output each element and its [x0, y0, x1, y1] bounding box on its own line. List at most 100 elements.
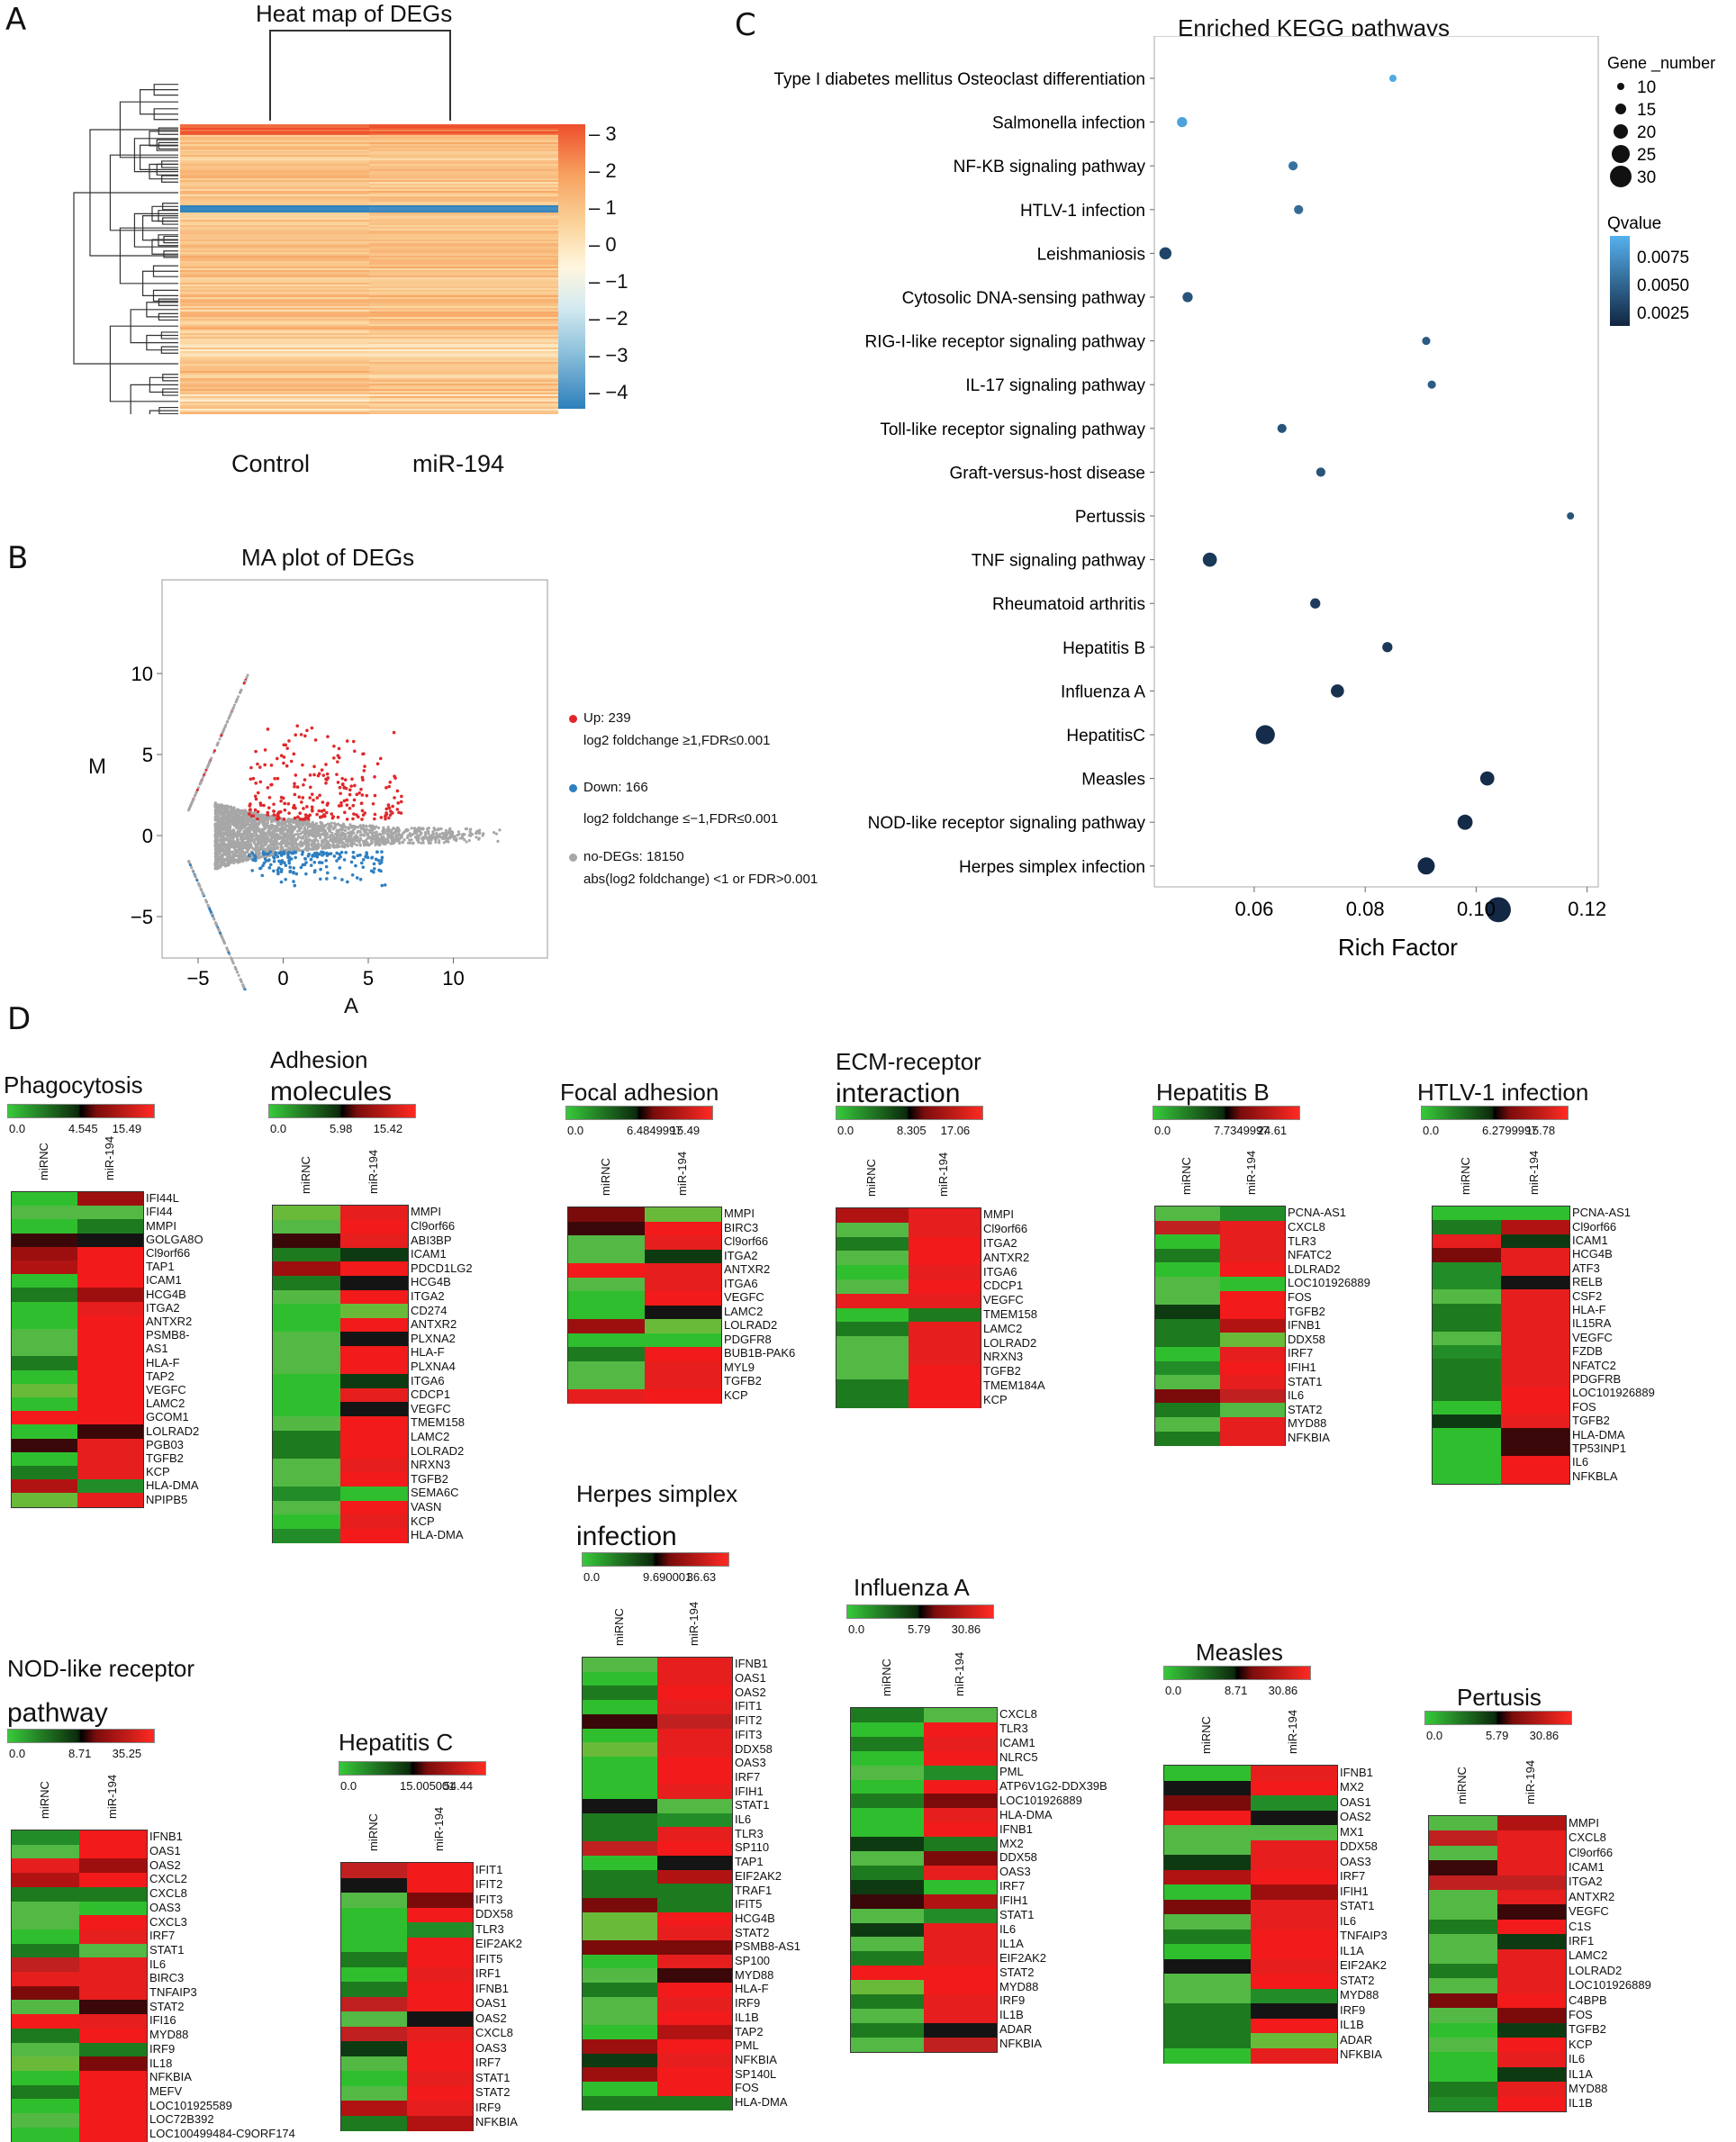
ma-point-nodeg — [222, 828, 225, 831]
cell-mir194 — [340, 1206, 408, 1220]
cell-mirnc — [851, 2009, 924, 2023]
ma-point-nodeg — [256, 836, 258, 839]
cell-mirnc — [1429, 1949, 1497, 1965]
ma-point-up — [361, 809, 365, 813]
ma-point-nodeg — [214, 844, 217, 846]
gene-label: CXCL8 — [475, 2027, 513, 2038]
ma-point-down — [384, 883, 387, 887]
cell-mirnc — [1164, 1914, 1251, 1930]
cell-mir194 — [1501, 1456, 1569, 1470]
gene-label: PDCD1LG2 — [411, 1262, 473, 1274]
ma-point-up — [294, 773, 298, 777]
gene-label: HLA-DMA — [146, 1479, 199, 1491]
column-label-mirnc: miRNC — [1459, 1157, 1472, 1195]
cell-mir194 — [1497, 1860, 1566, 1875]
colorbar-tick-label: – 3 — [585, 122, 617, 146]
ma-point-down — [321, 854, 324, 857]
heatmap-color-scale — [582, 1552, 729, 1567]
ma-point-wing — [238, 974, 240, 977]
cell-mirnc — [851, 1766, 924, 1780]
cell-mirnc — [1433, 1428, 1501, 1442]
ma-point-nodeg — [465, 840, 467, 843]
gene-label: IRF7 — [999, 1880, 1025, 1892]
gene-label: IFNB1 — [149, 1830, 183, 1842]
gene-label: NFATC2 — [1572, 1360, 1616, 1371]
cell-mir194 — [1497, 1846, 1566, 1861]
ma-point-up — [249, 777, 253, 781]
gene-label: VEGFC — [146, 1384, 186, 1396]
cell-mir194 — [340, 1416, 408, 1431]
cell-mir194 — [1251, 1811, 1337, 1826]
gene-label: GOLGA8O — [146, 1234, 203, 1245]
ma-point-down — [284, 878, 287, 881]
cell-mirnc — [1155, 1347, 1220, 1361]
gene-label: SP100 — [735, 1955, 770, 1966]
cell-mir194 — [1497, 1964, 1566, 1979]
x-tick-label: 5 — [363, 967, 374, 990]
cell-mirnc — [836, 1308, 909, 1323]
cell-mirnc — [273, 1472, 340, 1487]
ma-point-nodeg — [337, 829, 339, 832]
ma-point-nodeg — [363, 828, 366, 831]
ma-point-nodeg — [367, 835, 370, 837]
ma-point-down — [285, 863, 288, 867]
scale-max-label: 17.06 — [941, 1124, 971, 1137]
cell-mir194 — [924, 2009, 997, 2023]
ma-point-nodeg — [418, 827, 420, 829]
ma-point-up — [300, 733, 303, 737]
ma-point-nodeg — [310, 848, 312, 851]
ma-point-down — [340, 851, 344, 854]
ma-point-up — [312, 765, 316, 769]
cell-mir194 — [1251, 1766, 1337, 1781]
cell-mirnc — [1433, 1262, 1501, 1277]
cell-mirnc — [1429, 2097, 1497, 2112]
cell-mir194 — [77, 1424, 143, 1439]
cell-mir194 — [657, 1968, 732, 1983]
ma-point-nodeg — [216, 805, 219, 808]
ma-point-nodeg — [409, 841, 411, 844]
ma-point-nodeg — [230, 851, 232, 854]
pathway-label: Influenza A — [1061, 682, 1145, 701]
ma-point-nodeg — [214, 867, 217, 870]
ma-point-wing — [195, 879, 198, 881]
cell-mirnc — [583, 2054, 657, 2068]
ma-point-wing — [207, 906, 210, 908]
cell-mirnc — [1433, 1332, 1501, 1346]
ma-point-up — [337, 816, 340, 819]
x-tick-label: 0.06 — [1235, 898, 1274, 920]
y-tick-label: −5 — [131, 906, 153, 928]
cell-mir194 — [1220, 1347, 1285, 1361]
gene-label: IL6 — [149, 1958, 166, 1970]
cell-mir194 — [657, 2025, 732, 2039]
cell-mirnc — [12, 1902, 79, 1916]
cell-mir194 — [1501, 1220, 1569, 1234]
cell-mirnc — [851, 1780, 924, 1794]
cell-mir194 — [77, 1397, 143, 1412]
ma-point-nodeg — [230, 861, 232, 863]
ma-point-nodeg — [435, 832, 438, 835]
ma-point-up — [393, 731, 396, 735]
ma-point-up — [372, 802, 375, 806]
ma-point-nodeg — [248, 848, 250, 851]
size-legend-title: Gene _number — [1607, 54, 1715, 73]
ma-point-up — [266, 811, 269, 815]
ma-point-up — [294, 793, 297, 797]
ma-point-down — [344, 851, 348, 854]
ma-point-nodeg — [434, 841, 437, 844]
cell-mir194 — [1251, 1870, 1337, 1885]
ma-point-nodeg — [420, 842, 423, 845]
ma-point-up — [353, 799, 357, 802]
cell-mir194 — [1497, 1949, 1566, 1965]
cell-mirnc — [1433, 1276, 1501, 1290]
ma-point-nodeg — [389, 843, 392, 845]
ma-point-nodeg — [377, 827, 380, 829]
cell-mir194 — [79, 1944, 147, 1958]
gene-label: SEMA6C — [411, 1487, 458, 1498]
cell-mir194 — [407, 1938, 473, 1953]
ma-point-up — [379, 757, 383, 761]
heatmap-title-line2: infection — [576, 1522, 677, 1552]
ma-point-up — [388, 781, 392, 784]
gene-label: ANTXR2 — [724, 1263, 770, 1275]
gene-label: IFIT5 — [475, 1953, 502, 1965]
ma-point-nodeg — [256, 824, 258, 827]
